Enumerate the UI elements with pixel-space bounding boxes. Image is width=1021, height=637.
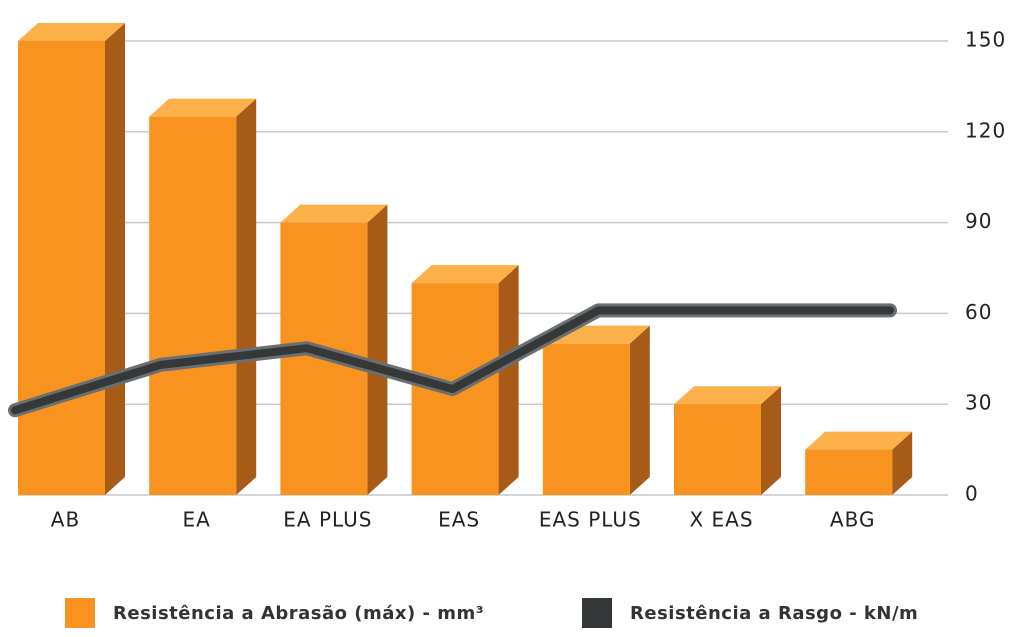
line: [11, 306, 894, 415]
y-tick-label: 90: [965, 209, 992, 233]
bar-side: [105, 23, 125, 495]
bar-side: [236, 98, 257, 496]
bar-top: [149, 98, 257, 117]
bar: [149, 116, 237, 496]
bar-top: [674, 386, 781, 405]
bar-top: [805, 431, 913, 450]
bar: [805, 449, 893, 495]
x-tick-label: AB: [51, 508, 80, 532]
y-tick-label: 150: [965, 28, 1006, 52]
x-tick-label: X EAS: [689, 508, 753, 532]
bar-top: [18, 23, 125, 41]
y-tick-label: 60: [965, 300, 992, 324]
bar-side: [761, 386, 781, 495]
legend-swatch: [582, 598, 612, 628]
bar-side: [629, 325, 650, 495]
bar-group: [18, 23, 125, 495]
x-tick-label: EA PLUS: [283, 508, 372, 532]
bar: [542, 343, 630, 495]
x-tick-label: ABG: [830, 508, 876, 532]
bar-top: [411, 265, 519, 284]
legend-label: Resistência a Abrasão (máx) - mm³: [113, 603, 484, 624]
bar-group: [805, 431, 913, 495]
legend-label: Resistência a Rasgo - kN/m: [630, 603, 918, 624]
bar-side: [498, 265, 519, 495]
legend-swatch: [65, 598, 95, 628]
bar-side: [367, 204, 388, 495]
bar-side: [892, 431, 913, 495]
x-tick-label: EAS PLUS: [539, 508, 642, 532]
bar: [674, 404, 761, 495]
bar-group: [542, 325, 650, 495]
bar-group: [674, 386, 781, 495]
x-tick-label: EA: [183, 508, 211, 532]
y-tick-label: 0: [965, 482, 979, 506]
x-tick-label: EAS: [438, 508, 480, 532]
bar: [18, 41, 105, 495]
bar-group: [280, 204, 388, 495]
y-tick-label: 120: [965, 118, 1006, 142]
bar-top: [280, 204, 388, 223]
y-tick-label: 30: [965, 391, 992, 415]
bar-group: [149, 98, 257, 496]
